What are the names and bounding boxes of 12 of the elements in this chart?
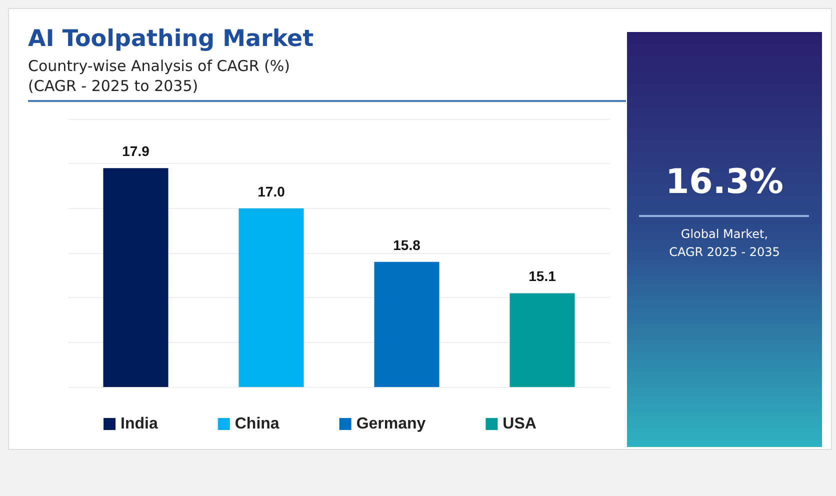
chart-subtitle: Country-wise Analysis of CAGR (%) (CAGR - 2025 to 2035) xyxy=(28,56,290,96)
data-label: 15.1 xyxy=(528,268,556,284)
text: Global Market, CAGR 2025 - 2035 xyxy=(668,226,781,261)
legend-label: China xyxy=(234,416,280,432)
legend-label: USA xyxy=(502,416,537,432)
legend-label: Germany xyxy=(356,416,426,432)
data-label: 17.0 xyxy=(258,183,286,200)
data-label: 15.8 xyxy=(393,236,421,253)
chart-title: AI Toolpathing Market xyxy=(28,26,314,52)
legend-label: India xyxy=(120,416,158,432)
text: 16.3% xyxy=(664,162,784,202)
data-label: 17.9 xyxy=(122,143,150,160)
